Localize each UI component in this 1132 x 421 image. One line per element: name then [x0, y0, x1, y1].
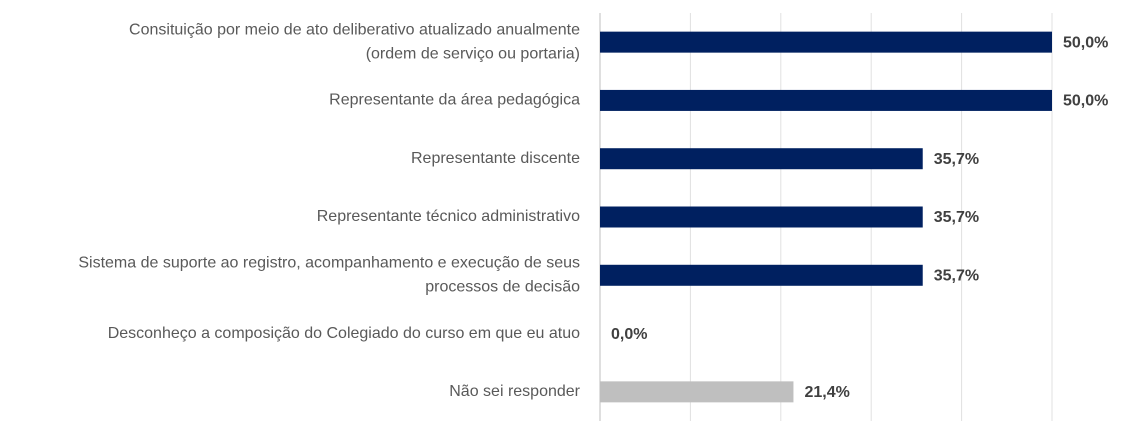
value-label: 0,0% [611, 326, 647, 343]
category-label: Representante da área pedagógica [329, 92, 580, 109]
value-label: 35,7% [934, 268, 979, 285]
category-label: (ordem de serviço ou portaria) [366, 45, 580, 62]
bar [600, 206, 923, 228]
bar [600, 381, 794, 403]
category-label: Desconheço a composição do Colegiado do … [108, 325, 580, 342]
value-label: 21,4% [804, 384, 849, 401]
value-label: 35,7% [934, 151, 979, 168]
bar [600, 31, 1052, 53]
value-label: 50,0% [1063, 34, 1108, 51]
value-label: 35,7% [934, 209, 979, 226]
bar [600, 148, 923, 170]
bar [600, 89, 1052, 111]
category-label: Consituição por meio de ato deliberativo… [129, 21, 580, 38]
bar [600, 264, 923, 286]
category-label: Não sei responder [449, 383, 580, 400]
value-label: 50,0% [1063, 93, 1108, 110]
category-label: Sistema de suporte ao registro, acompanh… [78, 255, 580, 272]
category-label: Representante discente [411, 150, 580, 167]
category-label: processos de decisão [425, 279, 580, 296]
category-label: Representante técnico administrativo [317, 208, 580, 225]
